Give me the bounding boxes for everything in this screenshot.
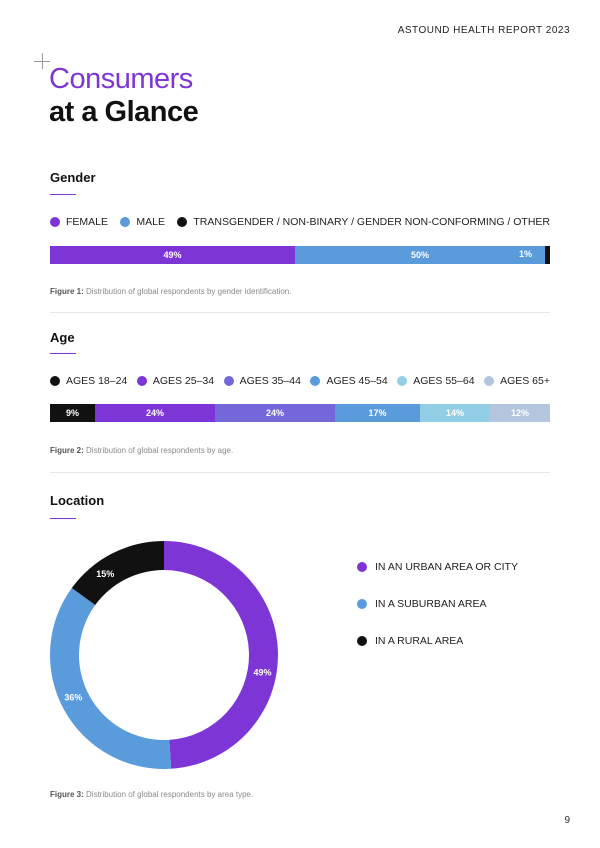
age-bar-segment: 24%: [95, 404, 215, 422]
donut-slice-label: 49%: [253, 667, 271, 677]
location-underline: [50, 518, 76, 519]
legend-dot-icon: [357, 562, 367, 572]
age-caption: Figure 2: Distribution of global respond…: [50, 446, 233, 455]
age-legend-item: AGES 35–44: [223, 375, 301, 387]
age-heading: Age: [50, 330, 75, 345]
gender-legend-item: TRANSGENDER / NON-BINARY / GENDER NON-CO…: [177, 216, 550, 228]
donut-slice-label: 15%: [96, 569, 114, 579]
age-bar-segment: 12%: [490, 404, 550, 422]
age-bar-segment: 24%: [215, 404, 335, 422]
age-legend-label: AGES 55–64: [413, 375, 475, 387]
report-title: ASTOUND HEALTH REPORT 2023: [397, 25, 570, 36]
age-legend-label: AGES 45–54: [326, 375, 388, 387]
plus-decoration-vertical: [42, 53, 43, 69]
gender-legend-item: MALE: [120, 216, 165, 228]
gender-legend-label: TRANSGENDER / NON-BINARY / GENDER NON-CO…: [193, 216, 550, 228]
age-bar: 9% 24% 24% 17% 14% 12%: [50, 404, 550, 422]
legend-dot-icon: [136, 376, 147, 386]
age-bar-label: 24%: [265, 408, 284, 418]
gender-legend-item: FEMALE: [50, 216, 108, 228]
location-caption-label: Figure 3:: [50, 790, 84, 799]
legend-dot-icon: [50, 217, 60, 227]
age-legend-item: AGES 65+: [484, 375, 550, 387]
page-number: 9: [564, 815, 570, 826]
donut-slice: [50, 587, 172, 769]
age-legend-item: AGES 18–24: [50, 375, 127, 387]
location-heading: Location: [50, 493, 105, 508]
gender-legend-label: MALE: [136, 216, 165, 228]
donut-slice: [71, 541, 164, 606]
age-legend-label: AGES 65+: [500, 375, 550, 387]
gender-legend: FEMALE MALE TRANSGENDER / NON-BINARY / GEN…: [50, 216, 550, 228]
page-title-line1: Consumers: [49, 63, 193, 95]
location-legend-label: IN A RURAL AREA: [375, 635, 464, 647]
gender-heading: Gender: [50, 170, 96, 185]
location-legend-item: IN AN URBAN AREA OR CITY: [357, 561, 518, 573]
legend-dot-icon: [223, 376, 234, 386]
location-legend-item: IN A SUBURBAN AREA: [357, 598, 518, 610]
gender-bar-label: 1%: [518, 249, 532, 259]
legend-dot-icon: [357, 636, 367, 646]
page-title-line2: at a Glance: [49, 96, 199, 128]
gender-caption: Figure 1: Distribution of global respond…: [50, 287, 291, 296]
gender-bar-label: 49%: [163, 250, 182, 260]
gender-bar-segment: 50%: [295, 246, 545, 264]
age-legend: AGES 18–24 AGES 25–34 AGES 35–44 AGES 45–54…: [50, 375, 550, 387]
location-legend-item: IN A RURAL AREA: [357, 635, 518, 647]
legend-dot-icon: [177, 217, 188, 227]
gender-bar-segment: 49%: [50, 246, 295, 264]
legend-dot-icon: [310, 376, 321, 386]
donut-slice-label: 36%: [64, 692, 82, 702]
location-legend-label: IN A SUBURBAN AREA: [375, 598, 487, 610]
gender-caption-text: Distribution of global respondents by ge…: [86, 287, 292, 296]
location-legend: IN AN URBAN AREA OR CITY IN A SUBURBAN AR…: [357, 561, 518, 672]
donut-slice: [164, 541, 278, 769]
location-caption-text: Distribution of global respondents by ar…: [86, 790, 254, 799]
legend-dot-icon: [397, 376, 408, 386]
gender-legend-label: FEMALE: [66, 216, 109, 228]
age-underline: [50, 353, 76, 354]
age-bar-label: 17%: [368, 408, 387, 418]
legend-dot-icon: [50, 376, 60, 386]
legend-dot-icon: [357, 599, 367, 609]
location-donut-chart: 49% 36% 15%: [50, 541, 278, 769]
age-legend-label: AGES 25–34: [152, 375, 215, 387]
location-caption: Figure 3: Distribution of global respond…: [50, 790, 253, 799]
section-divider: [50, 312, 550, 313]
section-divider: [50, 472, 550, 473]
legend-dot-icon: [484, 376, 495, 386]
age-legend-label: AGES 35–44: [239, 375, 301, 387]
legend-dot-icon: [120, 217, 131, 227]
age-bar-segment: 17%: [335, 404, 420, 422]
age-caption-text: Distribution of global respondents by ag…: [86, 446, 234, 455]
age-legend-label: AGES 18–24: [66, 375, 128, 387]
gender-bar-label: 50%: [410, 250, 429, 260]
location-legend-label: IN AN URBAN AREA OR CITY: [375, 561, 518, 573]
age-bar-label: 12%: [510, 408, 529, 418]
age-bar-label: 14%: [445, 408, 464, 418]
age-legend-item: AGES 25–34: [136, 375, 215, 387]
age-bar-label: 24%: [145, 408, 164, 418]
gender-bar-segment: [545, 246, 550, 264]
age-legend-item: AGES 55–64: [397, 375, 475, 387]
age-caption-label: Figure 2:: [50, 446, 84, 455]
gender-underline: [50, 194, 76, 195]
age-legend-item: AGES 45–54: [310, 375, 388, 387]
age-bar-segment: 9%: [50, 404, 95, 422]
gender-bar: 49% 50% 1%: [50, 246, 550, 264]
age-bar-segment: 14%: [420, 404, 490, 422]
gender-caption-label: Figure 1:: [50, 287, 84, 296]
age-bar-label: 9%: [65, 408, 79, 418]
